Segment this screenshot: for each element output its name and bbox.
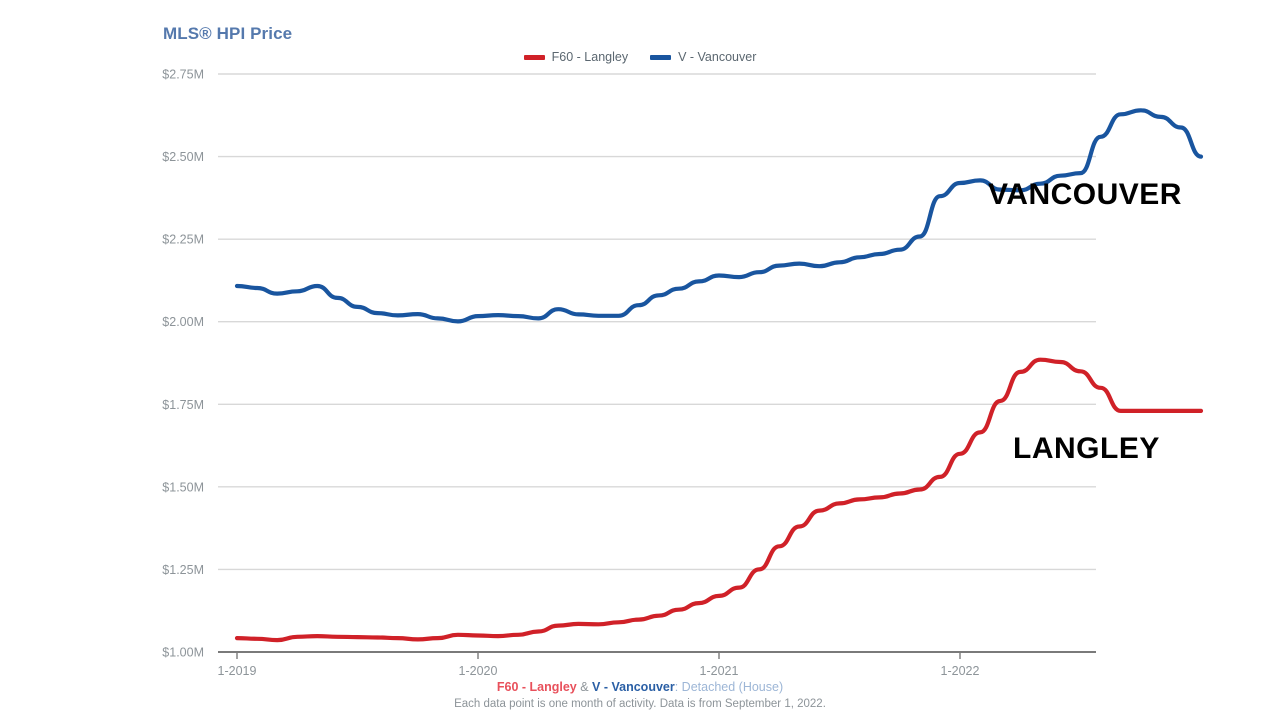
chart-gridlines [218, 73, 1096, 571]
y-tick-label: $2.50M [162, 150, 204, 164]
x-tick-label: 1-2020 [459, 664, 498, 678]
x-tick-label: 1-2021 [700, 664, 739, 678]
chart-series-lines [234, 108, 1204, 643]
footer-ampersand: & [576, 680, 593, 694]
x-tick-label: 1-2022 [941, 664, 980, 678]
series-line-v-vancouver [234, 108, 1204, 324]
y-tick-label: $1.25M [162, 563, 204, 577]
footer-subtitle: F60 - Langley & V - Vancouver: Detached … [0, 679, 1280, 696]
series-line-f60-langley [234, 357, 1204, 643]
page-title: MLS® HPI Price [163, 24, 293, 43]
y-tick-label: $2.00M [162, 315, 204, 329]
y-tick-label: $1.50M [162, 480, 204, 494]
footer-note: Each data point is one month of activity… [454, 698, 826, 710]
chart-y-axis-labels: $1.00M $1.25M $1.50M $1.75M $2.00M $2.25M $2.5… [162, 68, 204, 660]
chart-x-axis [218, 651, 1096, 659]
y-tick-label: $2.25M [162, 233, 204, 247]
chart-footer: F60 - Langley & V - Vancouver: Detached … [0, 679, 1280, 713]
y-tick-label: $1.00M [162, 646, 204, 660]
y-tick-label: $1.75M [162, 398, 204, 412]
annotation-vancouver: VANCOUVER [988, 178, 1182, 211]
x-tick-label: 1-2019 [218, 664, 257, 678]
annotation-langley: LANGLEY [1013, 432, 1160, 465]
footer-langley-label: F60 - Langley [496, 680, 577, 694]
footer-vancouver-label: V - Vancouver [592, 680, 675, 694]
y-tick-label: $2.75M [162, 68, 204, 82]
footer-property-type: : Detached (House) [674, 680, 784, 694]
chart-x-axis-labels: 1-2019 1-2020 1-2021 1-2022 [218, 664, 980, 678]
